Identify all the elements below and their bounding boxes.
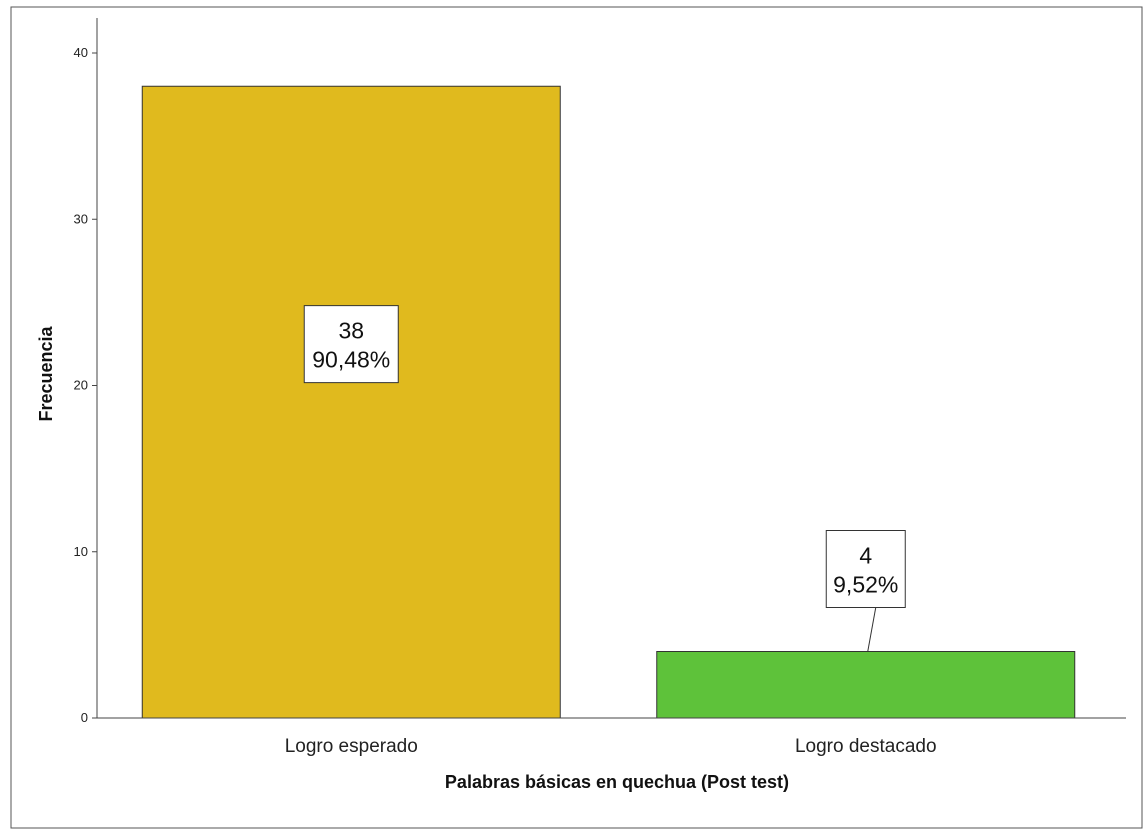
y-tick-label: 0: [81, 710, 88, 725]
y-tick-label: 30: [74, 211, 88, 226]
x-category-label: Logro esperado: [285, 736, 418, 757]
data-label-count: 38: [338, 318, 364, 344]
data-label-box: [825, 530, 906, 608]
data-label-box: [303, 305, 399, 384]
y-axis-title: Frecuencia: [36, 325, 56, 421]
data-label-percent: 9,52%: [833, 572, 898, 598]
bar-1: [141, 85, 561, 719]
y-tick-label: 10: [74, 544, 88, 559]
data-label-percent: 90,48%: [312, 347, 390, 373]
y-tick-label: 40: [74, 45, 88, 60]
x-axis-title: Palabras básicas en quechua (Post test): [445, 772, 789, 792]
data-label-count: 4: [859, 543, 872, 569]
y-ticks-group: 0 10 20 30 40: [74, 45, 97, 725]
x-categories-group: Logro esperado Logro destacado: [285, 736, 937, 757]
y-tick-label: 20: [74, 378, 88, 393]
bar-2: [656, 651, 1076, 719]
data-labels-group: 38 90,48% 4 9,52%: [303, 305, 906, 652]
bars-group: [141, 85, 1076, 719]
x-category-label: Logro destacado: [795, 736, 937, 757]
data-label-leader: [867, 607, 877, 652]
